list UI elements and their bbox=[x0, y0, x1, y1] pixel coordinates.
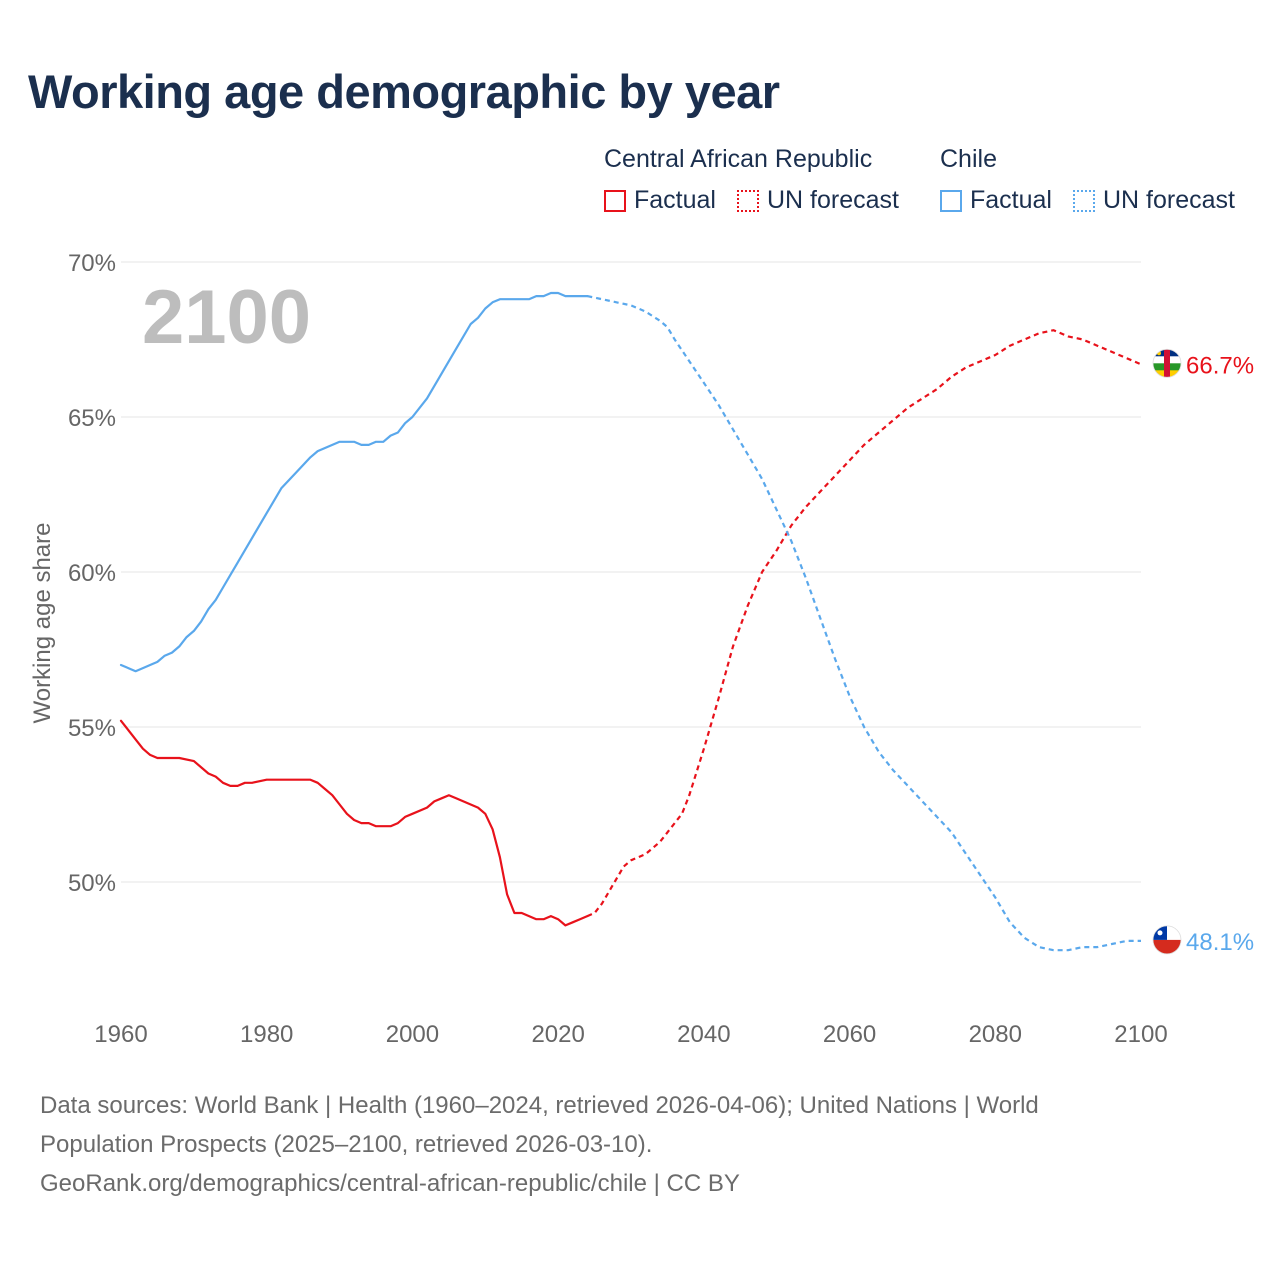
y-axis-label: Working age share bbox=[29, 523, 56, 724]
series-line-central-african-republic-forecast[interactable] bbox=[586, 329, 1142, 918]
x-tick-label: 2080 bbox=[969, 1021, 1022, 1048]
y-tick-label: 55% bbox=[68, 715, 116, 742]
legend-swatch-solid-icon bbox=[940, 189, 962, 212]
legend-item-chile-factual[interactable]: Factual bbox=[940, 186, 1052, 215]
series-line-central-african-republic-factual[interactable] bbox=[119, 719, 589, 927]
sources-line-2: Population Prospects (2025–2100, retriev… bbox=[40, 1131, 653, 1158]
legend-swatch-solid-icon bbox=[604, 189, 626, 212]
legend-label: Factual bbox=[634, 186, 716, 214]
y-tick-label: 70% bbox=[68, 250, 116, 277]
legend-label: UN forecast bbox=[767, 186, 899, 214]
x-tick-label: 2060 bbox=[823, 1021, 876, 1048]
y-tick-label: 50% bbox=[68, 870, 116, 897]
data-sources: Data sources: World Bank | Health (1960–… bbox=[40, 1086, 1240, 1203]
x-tick-label: 2000 bbox=[386, 1021, 439, 1048]
end-value-label-central-african-republic: 66.7% bbox=[1186, 352, 1254, 379]
sources-line-1: Data sources: World Bank | Health (1960–… bbox=[40, 1092, 1039, 1119]
end-value-label-chile: 48.1% bbox=[1186, 929, 1254, 956]
legend-label: UN forecast bbox=[1103, 186, 1235, 214]
legend-swatch-dotted-icon bbox=[1073, 189, 1095, 212]
y-tick-label: 65% bbox=[68, 405, 116, 432]
x-tick-label: 2040 bbox=[677, 1021, 730, 1048]
chart-title: Working age demographic by year bbox=[28, 65, 780, 118]
legend-swatch-dotted-icon bbox=[737, 189, 759, 212]
x-tick-label: 2020 bbox=[531, 1021, 584, 1048]
legend-item-chile-forecast[interactable]: UN forecast bbox=[1073, 186, 1235, 215]
legend-item-car-forecast[interactable]: UN forecast bbox=[737, 186, 899, 215]
sources-line-3[interactable]: GeoRank.org/demographics/central-african… bbox=[40, 1170, 740, 1197]
legend-label: Factual bbox=[970, 186, 1052, 214]
series-line-chile-forecast[interactable] bbox=[587, 295, 1141, 952]
series-line-chile-factual[interactable] bbox=[119, 291, 589, 673]
legend-item-car-factual[interactable]: Factual bbox=[604, 186, 716, 215]
y-tick-label: 60% bbox=[68, 560, 116, 587]
legend-group-car: Central African Republic bbox=[604, 145, 873, 173]
line-chart: 50% 55% 60% 65% 70% 1960 1980 2000 2020 2040 2060… bbox=[29, 250, 1254, 1048]
x-tick-label: 1980 bbox=[240, 1021, 293, 1048]
x-tick-label: 2100 bbox=[1114, 1021, 1167, 1048]
x-tick-label: 1960 bbox=[94, 1021, 147, 1048]
legend-group-chile: Chile bbox=[940, 145, 997, 173]
year-label: 2100 bbox=[142, 275, 311, 360]
